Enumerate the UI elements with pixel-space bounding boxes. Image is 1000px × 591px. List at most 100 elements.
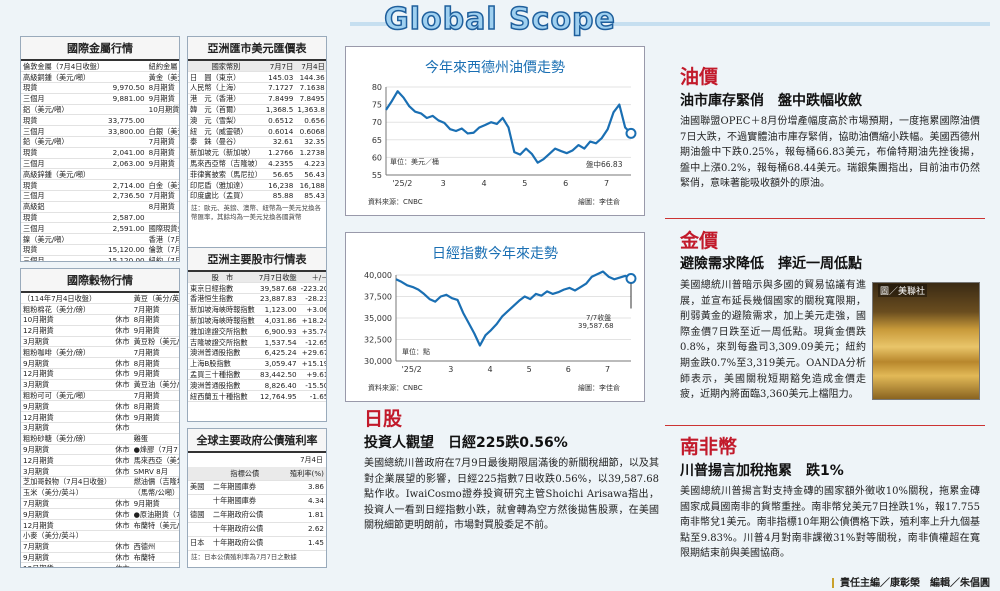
table-cell xyxy=(131,422,179,434)
stocks-title: 亞洲主要股市行情表 xyxy=(188,248,326,272)
gov-box: 全球主要政府公債殖利率 7月4日 指標公債 殖利率(%) 美國 二年期國庫券 3.8… xyxy=(187,428,327,568)
nikkei-chart-box: 日經指數今年來走勢 30,000 32,500 35,000 37,500 40,000… xyxy=(345,232,645,402)
table-cell: 現貨 xyxy=(21,82,107,94)
table-cell: 10月期貨 xyxy=(21,314,114,326)
table-cell xyxy=(106,233,147,246)
table-cell: 12月期貨 xyxy=(21,519,114,532)
table-cell: 83,442.50 xyxy=(256,369,299,381)
table-cell: 32.61 xyxy=(263,136,296,148)
table-cell: 白金（美元/盎司） xyxy=(146,179,179,192)
table-cell: 7月期貨 xyxy=(131,303,179,316)
table-cell: 休市 xyxy=(113,400,132,413)
oil-subhead: 油市庫存緊俏 盤中跌幅收斂 xyxy=(680,93,862,109)
table-row: 粗粉砂糖（美分/磅） 雞蛋 xyxy=(21,433,179,445)
table-cell: 6,900.93 xyxy=(256,325,299,338)
table-cell: 39,587.68 xyxy=(256,282,299,295)
oil-chart-unit: 單位：美元／桶 xyxy=(390,158,439,166)
table-cell: 8月期貨 xyxy=(131,400,179,413)
table-row: 9月期貨休市8月期貨休市 xyxy=(21,357,179,370)
gov-header: 殖利率(%) xyxy=(278,467,326,481)
table-cell: 2,736.50 xyxy=(106,190,147,202)
table-cell: 菲律賓披索（馬尼拉） xyxy=(188,168,264,181)
table-cell: 小麥（美分/英斗） xyxy=(21,530,114,542)
table-cell: 0.656 xyxy=(295,114,326,127)
table-row: 現貨9,970.508月期貨休市 xyxy=(21,82,179,94)
table-cell: 香港（7月7日） xyxy=(146,233,179,246)
gold-heading: 金價 xyxy=(680,230,719,252)
table-cell: 9月期貨 xyxy=(146,93,179,105)
table-cell xyxy=(131,562,179,567)
table-cell: 休市 xyxy=(113,498,132,510)
table-cell: 33,775.00 xyxy=(106,114,147,127)
table-cell: 休市 xyxy=(113,541,132,553)
table-row: 澳洲普通股指數 8,826.40 -15.50 xyxy=(188,379,326,392)
table-row: 澳洲普通股指數 6,425.24 +29.67 xyxy=(188,347,326,359)
table-cell: 紐約金屬（7月4日收盤） xyxy=(146,61,179,73)
table-cell: 2,063.00 xyxy=(106,158,147,170)
table-cell: 二年期國庫券 xyxy=(210,480,279,495)
table-cell: 白銀（美元/盎司） xyxy=(146,125,179,138)
oil-chart-end-label: 盤中66.83 xyxy=(586,160,623,169)
x-tick-label: 5 xyxy=(522,179,527,188)
table-cell: -223.20 xyxy=(298,282,326,295)
table-cell: 2.62 xyxy=(278,522,326,537)
table-cell: 3月期貨 xyxy=(21,465,114,478)
table-cell xyxy=(106,168,147,181)
table-cell: 澳洲普通股指數 xyxy=(188,379,257,392)
table-cell: 8月期貨 xyxy=(131,314,179,326)
series-line xyxy=(385,90,632,164)
nikkei-chart-end-label: 7/7收盤 xyxy=(586,314,612,322)
table-cell: 倫敦（7月4日） xyxy=(146,244,179,256)
table-cell: 國際現貨金價 xyxy=(146,222,179,235)
x-tick-label: 5 xyxy=(527,365,532,374)
divider xyxy=(665,218,985,219)
table-cell: 15,120.00 xyxy=(106,255,147,261)
table-cell: 現貨 xyxy=(21,114,107,127)
table-cell: 7月期貨 xyxy=(21,498,114,510)
table-cell xyxy=(113,390,132,402)
grains-table: （114年7月4日收盤）黃豆（美分/英斗）粗粉棉花（美分/磅）7月期貨休市10月… xyxy=(21,293,179,567)
table-cell: 新加坡海峽時報指數 xyxy=(188,315,257,327)
table-cell: 4.34 xyxy=(278,494,326,509)
table-cell: 15,120.00 xyxy=(106,244,147,256)
table-row: 德國 二年期政府公債 1.81 xyxy=(188,508,326,523)
table-cell: 144.36 xyxy=(295,71,326,84)
table-cell: 7月期貨 xyxy=(21,541,114,553)
table-cell: +35.74 xyxy=(298,325,326,338)
oil-chart-title: 今年來西德州油價走勢 xyxy=(425,60,565,76)
table-cell: 2,714.00 xyxy=(106,179,147,192)
table-cell: 布蘭特 xyxy=(131,552,179,564)
footer-credits: 責任主編／康彰榮 編輯／朱倡圓 xyxy=(832,574,990,589)
y-tick-label: 55 xyxy=(372,171,382,180)
gov-title: 全球主要政府公債殖利率 xyxy=(188,429,326,453)
table-cell: 4.223 xyxy=(295,158,326,170)
stocks-header: 股 市 xyxy=(188,272,257,284)
table-cell: 1,537.54 xyxy=(256,336,299,349)
table-cell: 人民幣（上海） xyxy=(188,82,264,94)
table-cell: 1,363.8 xyxy=(295,104,326,116)
table-cell: 9,881.00 xyxy=(106,93,147,105)
table-cell: 145.03 xyxy=(263,71,296,84)
table-cell: 休市 xyxy=(113,508,132,521)
table-cell: 7.8499 xyxy=(263,93,296,105)
table-row: 9月期貨休市8月期貨休市 xyxy=(21,400,179,413)
table-cell: 雅加達證交所指數 xyxy=(188,325,257,338)
divider xyxy=(665,425,985,426)
table-cell: 新加坡海峽時報指數 xyxy=(188,304,257,316)
table-row: 印度盧比（孟買） 85.88 85.43 xyxy=(188,190,326,202)
table-cell: 0.6068 xyxy=(295,125,326,138)
table-cell: 粗粉咖啡（美分/磅） xyxy=(21,346,114,359)
table-cell: 23,887.83 xyxy=(256,293,299,305)
nikkei-body: 美國總統川普政府在7月9日最後期限屆滿後的新關稅細節，以及其對企業展望的影響，日… xyxy=(364,458,659,532)
table-cell: 8,826.40 xyxy=(256,379,299,392)
table-cell: 16,188 xyxy=(295,179,326,192)
x-tick-label: '25/2 xyxy=(402,365,422,374)
table-cell: +15.19 xyxy=(298,358,326,370)
